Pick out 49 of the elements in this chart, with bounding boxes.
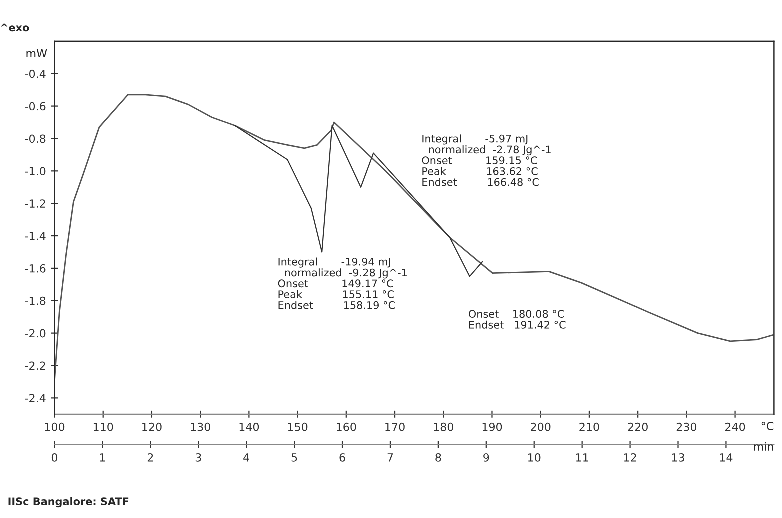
x-tick-label: 120 bbox=[142, 422, 162, 432]
y-tick-label: -2.0 bbox=[25, 329, 46, 338]
y-tick-label: -1.0 bbox=[25, 167, 46, 176]
x-tick-label: 130 bbox=[191, 422, 210, 432]
x2-tick-label: 5 bbox=[292, 454, 298, 462]
x-axis-title: °C bbox=[762, 422, 774, 430]
x2-tick-label: 8 bbox=[436, 453, 442, 462]
x-tick-label: 200 bbox=[531, 422, 551, 432]
x2-tick-label: 4 bbox=[244, 454, 250, 462]
y-tick-label: -1.8 bbox=[25, 296, 46, 306]
x-tick-label: 190 bbox=[482, 422, 502, 432]
x2-tick-label: 0 bbox=[52, 453, 58, 462]
x-tick-label: 240 bbox=[726, 422, 746, 432]
x2-tick-label: 9 bbox=[484, 453, 490, 462]
x2-tick-label: 13 bbox=[672, 453, 684, 462]
x-tick-label: 150 bbox=[288, 422, 308, 432]
x-tick-label: 220 bbox=[628, 422, 648, 432]
y-tick-label: -2.4 bbox=[25, 394, 46, 402]
text: ^exo bbox=[1, 24, 30, 32]
x2-tick-label: 1 bbox=[100, 454, 106, 462]
x-tick-label: 170 bbox=[386, 422, 405, 432]
x2-tick-label: 2 bbox=[148, 453, 154, 462]
text: IISc Bangalore: SATF bbox=[8, 497, 129, 508]
y-tick-label: -0.8 bbox=[25, 134, 46, 144]
x-tick-label: 160 bbox=[337, 422, 356, 432]
y-tick-label: -0.6 bbox=[25, 102, 46, 111]
y-tick-label: -1.6 bbox=[25, 264, 46, 273]
y-tick-label: -1.2 bbox=[25, 200, 46, 208]
x2-axis-title: min bbox=[754, 442, 774, 451]
annotation: Integral -19.94 mJ normalized -9.28 Jg^-1 Onset 149.17 °C Peak 155.11 °C Endset 158.19 °C bbox=[278, 258, 407, 310]
y-tick-label: -1.4 bbox=[25, 232, 46, 240]
x2-tick-label: 14 bbox=[720, 454, 733, 462]
x-tick-label: 110 bbox=[94, 422, 114, 432]
x-tick-label: 180 bbox=[434, 422, 454, 432]
x-tick-label: 210 bbox=[580, 422, 600, 432]
x2-tick-label: 12 bbox=[624, 453, 636, 462]
x-tick-label: 230 bbox=[676, 422, 697, 432]
y-tick-label: -2.2 bbox=[25, 362, 46, 370]
x2-tick-label: 7 bbox=[388, 454, 394, 462]
y-tick-label: -0.4 bbox=[25, 70, 46, 78]
x-tick-label: 140 bbox=[240, 422, 260, 432]
x2-tick-label: 11 bbox=[576, 454, 588, 462]
x2-tick-label: 3 bbox=[196, 453, 202, 462]
y-axis-title: mW bbox=[26, 49, 48, 58]
x-tick-label: 100 bbox=[45, 422, 65, 432]
x2-tick-label: 6 bbox=[340, 453, 346, 462]
annotation: Onset 180.08 °C Endset 191.42 °C bbox=[469, 310, 566, 329]
x2-tick-label: 10 bbox=[528, 453, 541, 462]
annotation: Integral -5.97 mJ normalized -2.78 Jg^-1 Onset 159.15 °C Peak 163.62 °C Endset 166.48 °C bbox=[422, 134, 551, 186]
